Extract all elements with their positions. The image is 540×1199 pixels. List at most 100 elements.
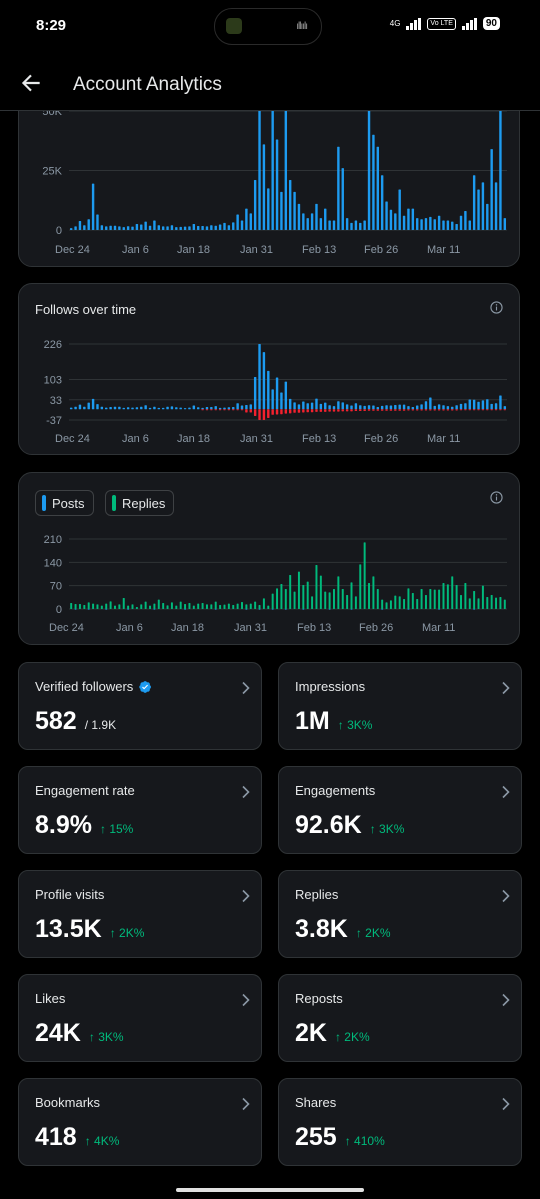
chart-bar [481, 585, 484, 609]
chart-bar [472, 409, 476, 411]
info-icon[interactable] [490, 301, 503, 314]
metric-value-row: 24K ↑ 3K% [35, 1019, 124, 1048]
metric-label: Engagement rate [35, 783, 135, 798]
x-tick-label: Feb 13 [297, 622, 331, 634]
chart-bar [350, 222, 353, 230]
metric-card-verified-followers[interactable]: Verified followers 582 / 1.9K [18, 662, 262, 750]
chart-bar [253, 376, 257, 410]
metric-card-impressions[interactable]: Impressions 1M ↑ 3K% [278, 662, 522, 750]
chevron-right-icon [502, 889, 510, 903]
chart-bar [297, 571, 300, 609]
chart-bar [472, 175, 476, 230]
y-tick-label: 140 [44, 557, 62, 569]
chart-bar [258, 605, 261, 609]
x-tick-label: Jan 6 [116, 622, 143, 634]
home-indicator[interactable] [176, 1188, 364, 1192]
chevron-right-icon [502, 681, 510, 695]
chart-bar [302, 585, 305, 609]
chart-bar [302, 401, 305, 410]
chevron-right-icon [242, 1097, 250, 1111]
chart-bar [232, 409, 235, 411]
chart-bar [205, 409, 209, 411]
chart-bar [402, 404, 406, 410]
chart-bar [241, 602, 243, 609]
chart-bar [179, 407, 182, 410]
chart-bar [416, 599, 419, 609]
metric-value-row: 8.9% ↑ 15% [35, 811, 133, 840]
chart-bar [411, 407, 415, 410]
chart-bar [183, 226, 187, 230]
chart-bar [87, 219, 90, 230]
chart-bar [184, 604, 187, 609]
metric-card-engagements[interactable]: Engagements 92.6K ↑ 3K% [278, 766, 522, 854]
posts-replies-chart: 210 140 70 0 Dec 24 Jan 6 Jan 18 Jan 31 Feb 13 Fe… [44, 534, 507, 634]
metric-card-reposts[interactable]: Reposts 2K ↑ 2K% [278, 974, 522, 1062]
chart-bar [188, 603, 191, 609]
chart-bar [328, 405, 331, 410]
chart-bar [205, 604, 208, 609]
x-tick-label: Jan 6 [122, 433, 149, 445]
metric-value: 2K [295, 1019, 327, 1047]
metric-card-profile-visits[interactable]: Profile visits 13.5K ↑ 2K% [18, 870, 262, 958]
chart-bar [254, 601, 257, 609]
chart-bar [87, 402, 90, 410]
metric-value: 255 [295, 1123, 337, 1151]
chart-bar [219, 605, 222, 609]
chart-bar [100, 225, 104, 230]
chart-bar [288, 398, 292, 410]
chart-bar [420, 409, 423, 411]
chart-bar [486, 597, 489, 609]
legend-chip-replies[interactable]: Replies [105, 490, 175, 516]
chart-bar [402, 215, 406, 230]
chart-bar [96, 404, 99, 410]
chart-bar [368, 583, 371, 609]
chart-bar [324, 208, 327, 230]
chart-bar [345, 409, 349, 412]
chart-bar [170, 225, 174, 230]
audio-wave-icon: ıllıılı [296, 21, 308, 32]
back-arrow-icon[interactable] [18, 70, 44, 96]
metric-value-row: 1M ↑ 3K% [295, 707, 372, 736]
chart-bar [223, 407, 226, 410]
metric-card-engagement-rate[interactable]: Engagement rate 8.9% ↑ 15% [18, 766, 262, 854]
metric-card-shares[interactable]: Shares 255 ↑ 410% [278, 1078, 522, 1166]
chart-bar [359, 564, 362, 609]
chart-bar [433, 589, 436, 609]
chart-bar [92, 603, 95, 609]
chart-bar [214, 409, 217, 411]
chart-bar [315, 565, 318, 609]
chart-bar [109, 601, 112, 609]
chart-bar [459, 215, 463, 230]
chart-bar [486, 203, 489, 230]
chart-bar [319, 575, 322, 609]
info-icon[interactable] [490, 491, 503, 504]
metric-card-likes[interactable]: Likes 24K ↑ 3K% [18, 974, 262, 1062]
x-tick-label: Dec 24 [55, 433, 90, 445]
chart-bar [135, 407, 139, 410]
chart-bar [210, 409, 213, 411]
chart-bar [179, 601, 182, 609]
metric-value-row: 13.5K ↑ 2K% [35, 915, 144, 944]
metric-card-replies[interactable]: Replies 3.8K ↑ 2K% [278, 870, 522, 958]
chart-bar [271, 389, 274, 410]
x-tick-label: Jan 6 [122, 244, 149, 256]
chart-bar [236, 403, 239, 410]
metric-card-bookmarks[interactable]: Bookmarks 418 ↑ 4K% [18, 1078, 262, 1166]
chart-bar [113, 225, 117, 230]
chart-bar [144, 405, 147, 410]
chart-bar [380, 175, 384, 230]
x-tick-label: Jan 18 [177, 433, 210, 445]
chart-bar [100, 605, 103, 609]
chart-bar [385, 201, 388, 230]
chart-bar [280, 392, 283, 410]
legend-chip-posts[interactable]: Posts [35, 490, 94, 516]
chart-bar [477, 598, 480, 609]
network-type: 4G [389, 18, 401, 28]
signal-icon [406, 17, 422, 30]
metric-label: Shares [295, 1095, 336, 1110]
chart-bar [424, 401, 428, 410]
chart-bar [135, 607, 138, 609]
chart-bar [271, 409, 274, 415]
chart-bar [288, 180, 292, 230]
metric-label: Impressions [295, 679, 365, 694]
